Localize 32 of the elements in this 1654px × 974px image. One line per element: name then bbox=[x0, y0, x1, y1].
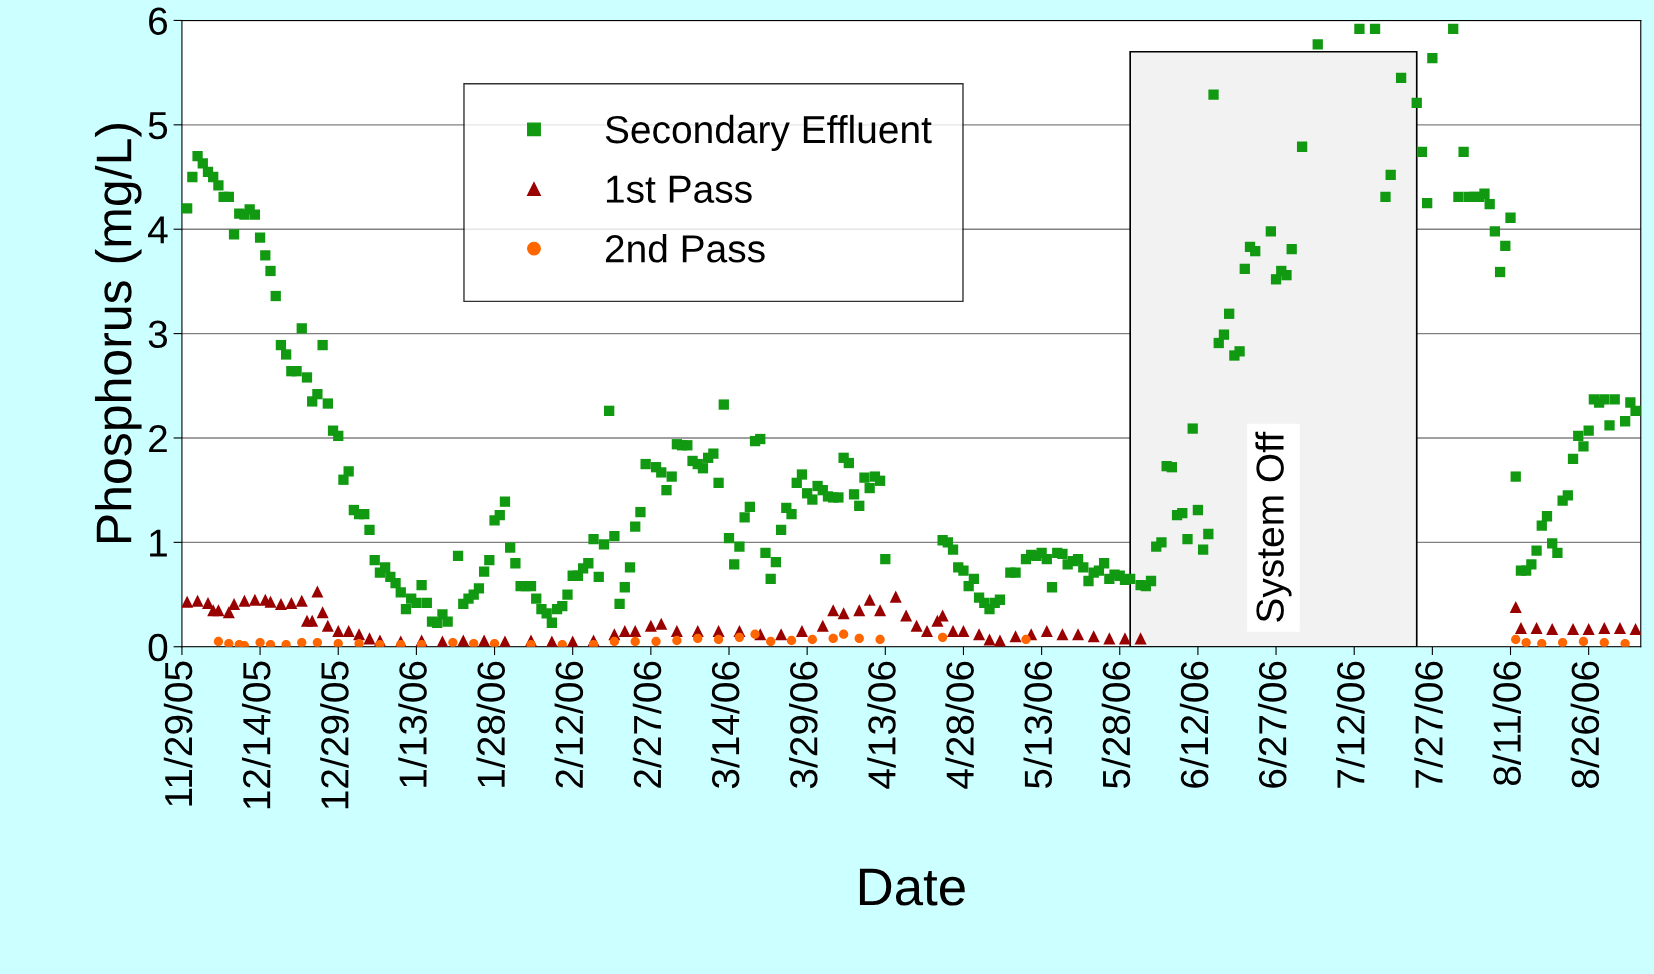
y-axis-title: Phosphorus (mg/L) bbox=[94, 124, 142, 543]
x-tick-label: 12/29/05 bbox=[320, 661, 349, 809]
x-tick-label: 6/27/06 bbox=[1257, 661, 1287, 788]
y-tick-label: 0 bbox=[148, 633, 168, 662]
x-tick-label: 8/26/06 bbox=[1570, 661, 1600, 788]
x-tick-label: 5/28/06 bbox=[1101, 661, 1131, 789]
y-tick-label: 2 bbox=[149, 424, 167, 453]
x-tick-label: 3/14/06 bbox=[710, 661, 740, 789]
x-tick-label: 8/11/06 bbox=[1492, 661, 1521, 786]
x-tick-label: 7/27/06 bbox=[1414, 661, 1443, 788]
x-tick-label: 4/28/06 bbox=[945, 661, 974, 789]
y-tick-label: 5 bbox=[148, 112, 168, 140]
x-tick-label: 3/29/06 bbox=[789, 661, 818, 789]
x-tick-label: 4/13/06 bbox=[867, 661, 896, 789]
y-tick-label: 6 bbox=[149, 7, 168, 35]
x-axis-title: Date bbox=[859, 868, 965, 906]
x-tick-label: 11/29/05 bbox=[163, 661, 193, 806]
legend-label: Secondary Effluent bbox=[605, 114, 932, 152]
x-tick-label: 2/27/06 bbox=[632, 661, 662, 788]
legend-label: 2nd Pass bbox=[605, 234, 765, 263]
x-tick-label: 1/13/06 bbox=[398, 661, 427, 787]
x-tick-label: 7/12/06 bbox=[1336, 661, 1365, 788]
band-label: System Off bbox=[1255, 431, 1292, 622]
y-tick-label: 1 bbox=[150, 529, 167, 557]
y-tick-label: 3 bbox=[148, 320, 168, 349]
x-tick-label: 6/12/06 bbox=[1179, 661, 1209, 788]
x-tick-label: 5/13/06 bbox=[1023, 661, 1053, 789]
x-tick-label: 2/12/06 bbox=[554, 661, 584, 788]
y-tick-label: 4 bbox=[148, 216, 168, 244]
x-tick-label: 1/28/06 bbox=[476, 661, 505, 787]
x-tick-label: 12/14/05 bbox=[241, 661, 271, 809]
legend-label: 1st Pass bbox=[606, 175, 752, 203]
